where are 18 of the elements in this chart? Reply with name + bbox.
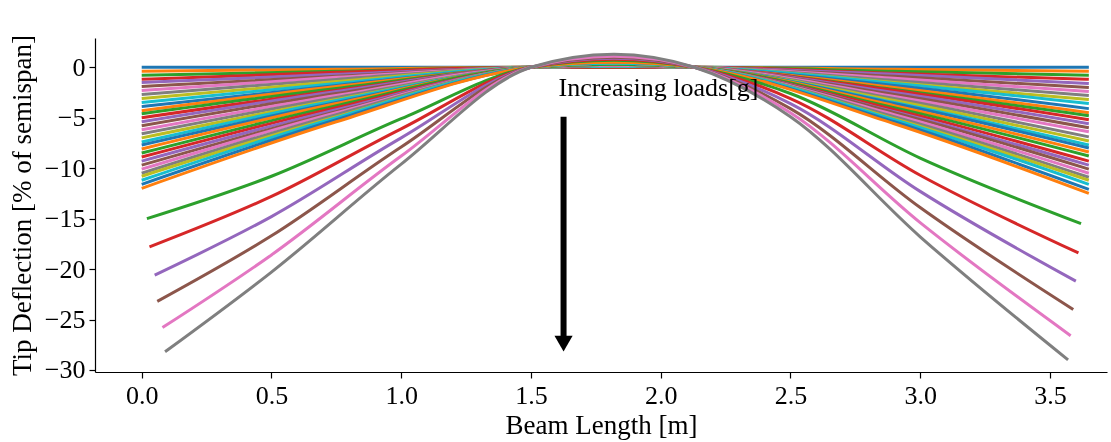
x-axis-title: Beam Length [m]	[505, 409, 698, 440]
x-tick-label: 2.5	[774, 380, 808, 410]
y-tick-label: −20	[44, 254, 86, 284]
y-tick-label: 0	[72, 52, 86, 82]
y-tick-label: −30	[44, 355, 86, 385]
y-tick-label: −25	[44, 305, 86, 335]
x-tick-label: 1.5	[515, 380, 548, 410]
y-axis-title: Tip Deflection [% of semispan]	[6, 35, 37, 376]
x-tick-label: 3.0	[904, 380, 937, 410]
x-tick-label: 2.0	[644, 380, 678, 410]
y-tick-label: −5	[57, 103, 86, 133]
x-tick-label: 3.5	[1034, 380, 1067, 410]
annotation: Increasing loads[g]	[558, 73, 759, 103]
y-tick-label: −15	[44, 204, 86, 234]
y-tick-label: −10	[44, 153, 86, 183]
x-tick-label: 0.0	[125, 380, 159, 410]
x-tick-label: 1.0	[385, 380, 418, 410]
x-tick-label: 0.5	[255, 380, 289, 410]
